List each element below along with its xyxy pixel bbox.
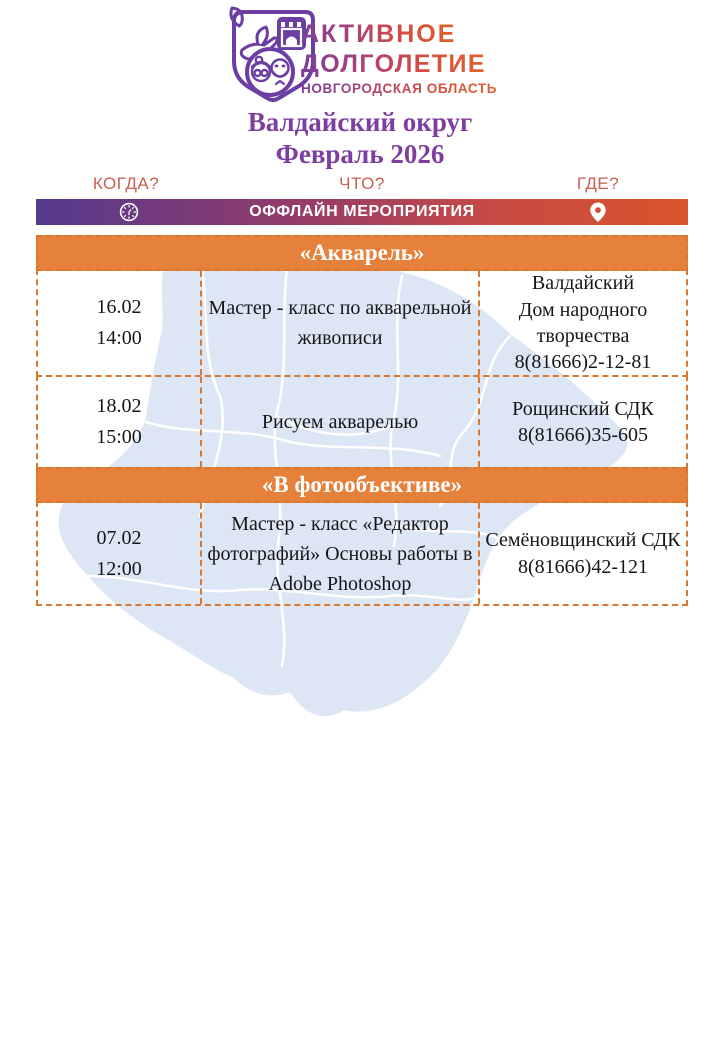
logo-wordmark: АКТИВНОЕ ДОЛГОЛЕТИЕ НОВГОРОДСКАЯ ОБЛАСТЬ xyxy=(301,20,497,96)
table-row: 16.02 14:00 Мастер - класс по акварельно… xyxy=(36,269,688,377)
leaf-icon xyxy=(229,6,244,28)
cell-what: Мастер - класс «Редактор фотографий» Осн… xyxy=(202,503,480,604)
location-pin-icon xyxy=(590,202,606,222)
event-title: Мастер - класс «Редактор фотографий» Осн… xyxy=(207,512,473,595)
cell-when: 07.02 12:00 xyxy=(38,503,202,604)
section-banner: «Акварель» xyxy=(36,235,688,271)
page-title: Валдайский округ Февраль 2026 xyxy=(0,106,720,170)
dove-wing xyxy=(255,25,269,46)
column-header-what: ЧТО? xyxy=(339,174,385,193)
tower-icon xyxy=(277,17,306,50)
page-title-district: Валдайский округ xyxy=(247,107,473,137)
section-banner-label: «Акварель» xyxy=(299,240,425,265)
event-date: 16.02 xyxy=(96,296,142,318)
section-banner-label: «В фотообъективе» xyxy=(261,472,463,497)
event-date: 18.02 xyxy=(96,395,142,417)
logo-subtitle: НОВГОРОДСКАЯ ОБЛАСТЬ xyxy=(301,81,497,96)
event-venue: Рощинский СДК xyxy=(512,397,654,420)
event-time: 15:00 xyxy=(96,426,142,448)
table-row: 07.02 12:00 Мастер - класс «Редактор фот… xyxy=(36,501,688,606)
cell-where: Семёновщинский СДК 8(81666)42-121 xyxy=(480,503,686,604)
column-headers: КОГДА? ЧТО? ГДЕ? xyxy=(36,174,688,196)
cell-what: Рисуем акварелью xyxy=(202,377,480,467)
event-phone: 8(81666)35-605 xyxy=(518,424,648,446)
shield-icon xyxy=(232,10,315,102)
event-phone: 8(81666)2-12-81 xyxy=(514,351,652,374)
page-title-month: Февраль 2026 xyxy=(275,139,445,169)
logo-line2: ДОЛГОЛЕТИЕ xyxy=(301,50,486,78)
event-date: 07.02 xyxy=(96,526,142,549)
cell-when: 18.02 15:00 xyxy=(38,377,202,467)
event-time: 14:00 xyxy=(96,327,142,349)
event-phone: 8(81666)42-121 xyxy=(518,555,648,578)
band-label: ОФФЛАЙН МЕРОПРИЯТИЯ xyxy=(249,203,475,220)
cell-what: Мастер - класс по акварельной живописи xyxy=(202,271,480,375)
cell-where: Рощинский СДК 8(81666)35-605 xyxy=(480,377,686,467)
event-venue: Валдайский xyxy=(531,272,635,295)
event-time: 12:00 xyxy=(96,557,142,580)
event-title: Мастер - класс по акварельной живописи xyxy=(208,297,472,349)
event-venue: Семёновщинский СДК xyxy=(485,529,681,552)
event-venue: творчества xyxy=(536,325,630,347)
column-header-when: КОГДА? xyxy=(92,174,160,193)
offline-events-band: ОФФЛАЙН МЕРОПРИЯТИЯ xyxy=(36,199,688,225)
table-row: 18.02 15:00 Рисуем акварелью Рощинский С… xyxy=(36,375,688,469)
logo-line1: АКТИВНОЕ xyxy=(301,20,456,48)
event-venue: Дом народного xyxy=(518,298,648,321)
cell-where: Валдайский Дом народного творчества 8(81… xyxy=(480,271,686,375)
active-longevity-emblem xyxy=(229,6,315,102)
section-banner: «В фотообъективе» xyxy=(36,467,688,503)
event-title: Рисуем акварелью xyxy=(261,411,419,433)
cell-when: 16.02 14:00 xyxy=(38,271,202,375)
events-schedule-table: «Акварель» 16.02 14:00 Мастер - класс по… xyxy=(36,235,688,606)
elderly-couple-icon xyxy=(245,47,295,97)
clock-icon xyxy=(119,202,139,222)
column-header-where: ГДЕ? xyxy=(576,174,620,193)
